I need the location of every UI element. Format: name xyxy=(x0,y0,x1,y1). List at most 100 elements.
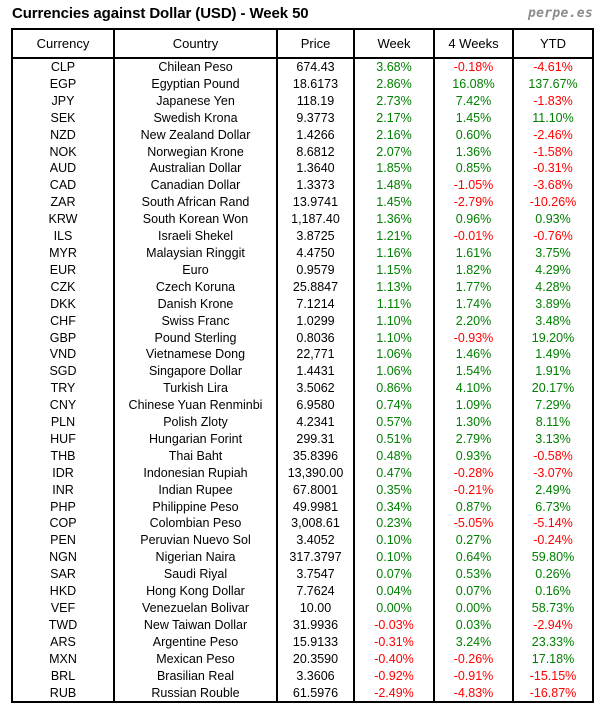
column-header-week: Week xyxy=(354,30,435,59)
cell-ytd: -16.87% xyxy=(529,685,577,700)
cell-currency: ARS xyxy=(13,633,115,651)
cell-week: 0.23% xyxy=(354,515,435,533)
cell-country: Swedish Krona xyxy=(114,109,278,127)
cell-country: Hong Kong Dollar xyxy=(114,583,278,600)
cell-currency: NOK xyxy=(13,143,115,161)
cell-currency: CHF xyxy=(13,312,115,330)
cell-w4: 4.10% xyxy=(434,380,514,398)
cell-ytd: 59.80% xyxy=(531,550,575,565)
cell-country: New Taiwan Dollar xyxy=(114,616,278,634)
cell-week: 1.13% xyxy=(354,278,435,296)
cell-w4: -2.79% xyxy=(434,194,514,212)
cell-w4: 1.36% xyxy=(434,143,514,161)
cell-w4: 0.64% xyxy=(434,549,514,567)
cell-currency: AUD xyxy=(13,160,115,178)
table-row: AUD Australian Dollar 1.3640 1.85% 0.85% -0.3… xyxy=(13,160,592,178)
cell-country: Australian Dollar xyxy=(114,160,278,178)
cell-country: Canadian Dollar xyxy=(114,177,278,195)
cell-price: 61.5976 xyxy=(277,684,355,702)
table-row: MXN Mexican Peso 20.3590 -0.40% -0.26% 17.18% xyxy=(13,650,592,668)
cell-ytd: -5.14% xyxy=(533,516,573,531)
cell-ytd: -15.15% xyxy=(529,668,577,683)
cell-price: 3.4052 xyxy=(277,532,355,550)
cell-w4: -0.01% xyxy=(434,228,514,245)
cell-week: 0.57% xyxy=(354,414,435,431)
column-header-currency: Currency xyxy=(13,30,115,59)
cell-price: 20.3590 xyxy=(277,650,355,668)
cell-week: 0.10% xyxy=(354,549,435,567)
cell-currency: VND xyxy=(13,346,115,364)
cell-currency: TWD xyxy=(13,616,115,634)
cell-week: 1.06% xyxy=(354,363,435,381)
cell-currency: DKK xyxy=(13,295,115,313)
cell-currency: KRW xyxy=(13,211,115,229)
cell-currency: BRL xyxy=(13,667,115,685)
cell-w4: 1.30% xyxy=(434,414,514,431)
cell-w4: 1.45% xyxy=(434,109,514,127)
cell-ytd: 7.29% xyxy=(535,398,571,413)
cell-week: 1.16% xyxy=(354,244,435,262)
column-header-price: Price xyxy=(277,30,355,59)
cell-w4: 0.87% xyxy=(434,498,514,516)
cell-w4: 1.61% xyxy=(434,244,514,262)
cell-w4: 0.60% xyxy=(434,126,514,144)
table-body: CLP Chilean Peso 674.43 3.68% -0.18% -4.61% EG… xyxy=(13,58,592,702)
cell-w4: 16.08% xyxy=(434,75,514,93)
cell-country: Swiss Franc xyxy=(114,312,278,330)
cell-ytd: -0.24% xyxy=(533,533,573,548)
cell-currency: ZAR xyxy=(13,194,115,212)
table-row: RUB Russian Rouble 61.5976 -2.49% -4.83% -16.… xyxy=(13,684,592,702)
column-header-country: Country xyxy=(114,30,278,59)
cell-w4: 0.96% xyxy=(434,211,514,229)
cell-country: Thai Baht xyxy=(114,447,278,465)
table-row: CZK Czech Koruna 25.8847 1.13% 1.77% 4.28% xyxy=(13,278,592,296)
cell-ytd: 8.11% xyxy=(535,415,571,430)
cell-week: -0.40% xyxy=(354,650,435,668)
cell-w4: 0.53% xyxy=(434,566,514,584)
cell-country: Brasilian Real xyxy=(114,667,278,685)
cell-ytd: 4.28% xyxy=(535,279,571,294)
cell-price: 15.9133 xyxy=(277,633,355,651)
cell-price: 3.5062 xyxy=(277,380,355,398)
cell-week: 2.73% xyxy=(354,92,435,110)
table-row: COP Colombian Peso 3,008.61 0.23% -5.05% -5.1… xyxy=(13,515,592,533)
cell-w4: 1.77% xyxy=(434,278,514,296)
cell-week: -2.49% xyxy=(354,684,435,702)
cell-country: Polish Zloty xyxy=(114,414,278,431)
cell-ytd: 20.17% xyxy=(531,381,575,396)
cell-week: 0.35% xyxy=(354,481,435,499)
cell-ytd: 0.93% xyxy=(535,212,571,227)
cell-currency: SEK xyxy=(13,109,115,127)
table-row: ILS Israeli Shekel 3.8725 1.21% -0.01% -0.76% xyxy=(13,228,592,245)
cell-week: 0.34% xyxy=(354,498,435,516)
cell-currency: CNY xyxy=(13,397,115,415)
cell-price: 674.43 xyxy=(277,58,355,76)
cell-country: Euro xyxy=(114,261,278,279)
cell-currency: NZD xyxy=(13,126,115,144)
cell-currency: MXN xyxy=(13,650,115,668)
cell-w4: -1.05% xyxy=(434,177,514,195)
cell-w4: -0.28% xyxy=(434,464,514,482)
cell-week: 0.00% xyxy=(354,600,435,617)
cell-w4: -0.18% xyxy=(434,58,514,76)
cell-price: 49.9981 xyxy=(277,498,355,516)
cell-country: Danish Krone xyxy=(114,295,278,313)
cell-country: Turkish Lira xyxy=(114,380,278,398)
cell-price: 67.8001 xyxy=(277,481,355,499)
cell-w4: -5.05% xyxy=(434,515,514,533)
cell-price: 118.19 xyxy=(277,92,355,110)
table-row: EUR Euro 0.9579 1.15% 1.82% 4.29% xyxy=(13,261,592,279)
cell-week: 2.16% xyxy=(354,126,435,144)
cell-week: 3.68% xyxy=(354,58,435,76)
cell-country: Argentine Peso xyxy=(114,633,278,651)
cell-week: 1.85% xyxy=(354,160,435,178)
table-header-row: Currency Country Price Week 4 Weeks YTD xyxy=(13,30,592,59)
cell-w4: 1.46% xyxy=(434,346,514,364)
cell-currency: HKD xyxy=(13,583,115,600)
cell-price: 1.3640 xyxy=(277,160,355,178)
cell-price: 1.3373 xyxy=(277,177,355,195)
cell-country: Peruvian Nuevo Sol xyxy=(114,532,278,550)
cell-currency: CLP xyxy=(13,58,115,76)
cell-week: 1.11% xyxy=(354,295,435,313)
